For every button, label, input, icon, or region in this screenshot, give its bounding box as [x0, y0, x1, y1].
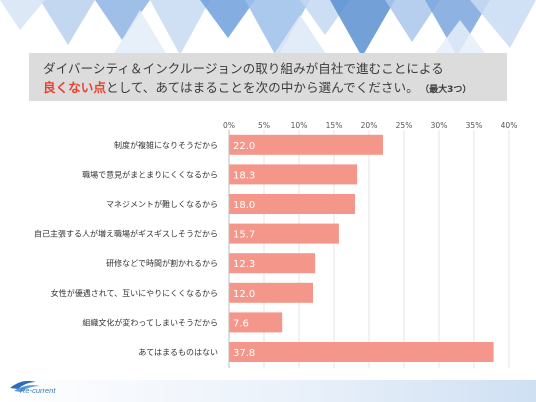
category-label: 組織文化が変わってしまいそうだから — [82, 317, 218, 327]
recurrent-logo-icon — [10, 380, 40, 392]
banner-triangle-10 — [0, 0, 45, 30]
bar — [229, 223, 339, 244]
question-box: ダイバーシティ＆インクルージョンの取り組みが自社で進むことによる 良くない点とし… — [29, 53, 507, 101]
banner-triangle-3 — [200, 0, 255, 38]
banner-triangle-6 — [330, 0, 395, 57]
category-label: 制度が複雑になりそうだから — [114, 140, 218, 150]
x-tick-label: 5% — [258, 121, 270, 130]
banner-triangle-7 — [385, 0, 440, 42]
banner-triangle-4 — [245, 0, 310, 58]
bar — [229, 282, 313, 303]
category-label: 女性が優遇されて、互いにやりにくくなるから — [51, 288, 218, 298]
banner-triangle-2 — [150, 0, 210, 55]
question-line-2: 良くない点として、あてはまることを次の中から選んでください。 （最大3つ） — [43, 78, 507, 100]
header-banner-triangles — [0, 0, 536, 60]
x-tick-label: 10% — [291, 121, 308, 130]
banner-triangle-9 — [470, 0, 536, 48]
x-tick-label: 30% — [431, 121, 448, 130]
bar — [229, 194, 355, 214]
bar-value-label: 18.3 — [233, 170, 255, 181]
bar — [229, 312, 283, 333]
bar-chart: 0% 5% 10% 15% 20% 25% 30% 35% 40% 制度が複雑になりそうだから 22… — [34, 121, 518, 368]
question-line-2-text: として、あてはまることを次の中から選んでください。 — [105, 80, 419, 95]
footer-band — [0, 380, 536, 402]
bar-value-label: 22.0 — [233, 141, 255, 152]
category-label: 自己主張する人が増え職場がギスギスしそうだから — [34, 229, 218, 239]
category-label: 職場で意見がまとまりにくくなるから — [82, 169, 218, 179]
logo-text: Re-current — [20, 386, 56, 395]
question-accent: 良くない点 — [43, 80, 106, 95]
bar-value-label: 18.0 — [233, 200, 255, 211]
bar-value-label: 37.8 — [233, 348, 255, 359]
x-tick-label: 25% — [396, 121, 413, 130]
bar — [229, 342, 494, 362]
category-label: 研修などで時間が割かれるから — [106, 258, 218, 268]
question-note: （最大3つ） — [424, 85, 472, 95]
x-tick-label: 20% — [361, 121, 378, 130]
bar — [229, 253, 316, 274]
category-label: マネジメントが難しくなるから — [106, 199, 218, 209]
category-label: あてはまるものはない — [138, 348, 218, 357]
x-tick-label: 0% — [223, 121, 235, 130]
banner-triangle-12 — [270, 15, 330, 60]
x-tick-label: 40% — [501, 121, 518, 130]
bar — [229, 164, 358, 185]
bar-value-label: 12.0 — [233, 289, 255, 300]
bar — [229, 134, 383, 155]
question-line-1: ダイバーシティ＆インクルージョンの取り組みが自社で進むことによる — [43, 61, 444, 76]
banner-triangle-13 — [430, 20, 490, 60]
banner-triangle-0 — [40, 0, 95, 45]
x-tick-label: 35% — [466, 121, 483, 130]
bar-value-label: 7.6 — [233, 318, 249, 329]
bar-value-label: 12.3 — [233, 259, 255, 270]
x-tick-label: 15% — [326, 121, 343, 130]
bar-value-label: 15.7 — [233, 230, 255, 241]
banner-triangle-11 — [110, 10, 170, 60]
banner-triangle-1 — [95, 0, 150, 40]
